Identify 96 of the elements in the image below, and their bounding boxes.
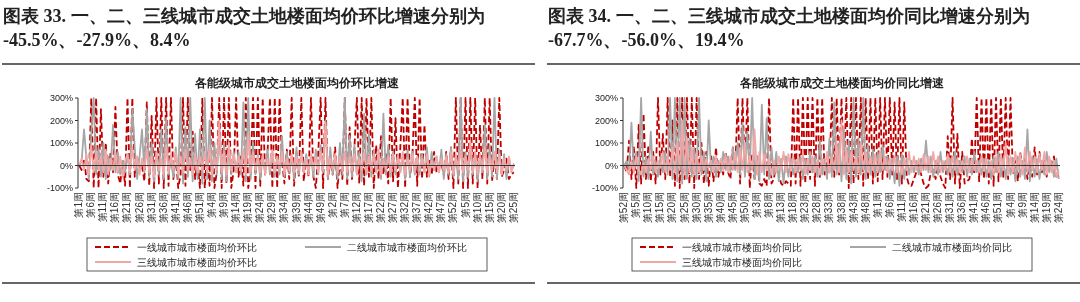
x-tick-label: 第1周 [871,192,883,218]
y-tick-label: 200% [49,115,73,126]
x-tick-label: 第15周 [654,192,666,224]
legend-label: 三线城市城市楼面均价环比 [137,257,257,268]
x-tick-label: 第52周 [447,192,459,224]
x-tick-label: 第24周 [1052,192,1064,224]
x-tick-label: 第4周 [1004,192,1016,218]
x-tick-label: 第30周 [690,192,702,224]
chart-subtitle: 各能级城市成交土地楼面均价同比增速 [738,76,944,90]
line-series [78,119,515,178]
x-tick-label: 第7周 [338,192,350,218]
x-tick-label: 第46周 [181,192,193,224]
x-tick-label: 第20周 [495,192,507,224]
y-tick-label: 200% [594,115,618,126]
x-tick-label: 第37周 [411,192,423,224]
x-tick-label: 第26周 [133,192,145,224]
x-tick-label: 第41周 [169,192,181,224]
x-tick-label: 第9周 [1016,192,1028,218]
x-tick-label: 第16周 [109,192,121,224]
legend-label: 二线城市城市楼面均价环比 [347,242,467,253]
x-tick-label: 第5周 [459,192,471,218]
x-tick-label: 第41周 [968,192,980,224]
x-tick-label: 第19周 [242,192,254,224]
legend-label: 一线城市城市楼面均价同比 [682,242,802,253]
x-tick-label: 第1周 [73,192,85,218]
x-tick-label: 第25周 [678,192,690,224]
x-tick-label: 第29周 [266,192,278,224]
x-tick-label: 第20周 [666,192,678,224]
x-tick-label: 第50周 [738,192,750,224]
y-tick-label: 100% [594,138,618,148]
x-tick-label: 第31周 [145,192,157,224]
x-tick-label: 第49周 [314,192,326,224]
x-tick-label: 第25周 [507,192,519,224]
x-tick-label: 第43周 [847,192,859,224]
x-tick-label: 第23周 [799,192,811,224]
x-tick-label: 第8周 [763,192,775,218]
x-tick-label: 第21周 [121,192,133,224]
x-tick-label: 第24周 [254,192,266,224]
x-tick-label: 第38周 [835,192,847,224]
legend-label: 一线城市城市楼面均价环比 [137,242,257,253]
x-tick-label: 第10周 [471,192,483,224]
x-tick-label: 第51周 [193,192,205,224]
x-tick-label: 第40周 [714,192,726,224]
x-tick-label: 第18周 [787,192,799,224]
x-tick-label: 第33周 [823,192,835,224]
x-tick-label: 第14周 [1028,192,1040,224]
x-tick-label: 第2周 [326,192,338,218]
legend-label: 三线城市城市楼面均价同比 [682,257,802,268]
chart-title: 图表 33. 一、二、三线城市成交土地楼面均价环比增速分别为-45.5%、-27.9%、8.4% [3,6,485,50]
x-tick-label: 第31周 [944,192,956,224]
y-tick-label: 0% [59,160,73,171]
x-tick-label: 第17周 [362,192,374,224]
x-tick-label: 第12周 [350,192,362,224]
x-tick-label: 第36周 [157,192,169,224]
y-tick-label: 300% [594,93,618,103]
x-tick-label: 第11周 [895,192,907,223]
x-tick-label: 第16周 [907,192,919,224]
x-tick-label: 第5周 [630,192,642,218]
x-tick-label: 第13周 [775,192,787,224]
y-tick-label: 0% [604,160,618,171]
y-tick-label: 100% [49,138,73,148]
y-tick-label: -100% [591,183,618,193]
x-tick-label: 第34周 [278,192,290,224]
x-tick-label: 第32周 [399,192,411,224]
x-tick-label: 第35周 [702,192,714,224]
x-tick-label: 第10周 [642,192,654,224]
x-tick-label: 第3周 [751,192,762,218]
x-tick-label: 第14周 [230,192,242,224]
y-tick-label: -100% [46,183,73,193]
x-tick-label: 第6周 [883,192,895,218]
x-tick-label: 第26周 [932,192,944,224]
x-tick-label: 第44周 [302,192,314,224]
x-tick-label: 第28周 [811,192,823,224]
legend-label: 二线城市城市楼面均价同比 [892,242,1012,253]
x-tick-label: 第19周 [1040,192,1052,224]
x-tick-label: 第48周 [859,192,871,224]
x-tick-label: 第42周 [423,192,435,224]
x-tick-label: 第36周 [956,192,968,224]
x-tick-label: 第46周 [980,192,992,224]
line-series [623,119,1060,178]
x-tick-label: 第15周 [483,192,495,224]
x-tick-label: 第39周 [290,192,302,224]
x-tick-label: 第52周 [618,192,630,224]
x-tick-label: 第22周 [375,192,386,224]
x-tick-label: 第4周 [206,192,217,218]
x-tick-label: 第11周 [97,192,109,223]
x-tick-label: 第6周 [85,192,97,218]
chart-title: 图表 34. 一、二、三线城市成交土地楼面均价同比增速分别为-67.7%、-56.0%、19.4% [548,6,1030,50]
x-tick-label: 第27周 [387,192,399,224]
y-tick-label: 300% [49,93,73,103]
x-tick-label: 第45周 [726,192,738,224]
x-tick-label: 第9周 [218,192,230,218]
chart-subtitle: 各能级城市成交土地楼面均价环比增速 [193,76,399,90]
x-tick-label: 第47周 [435,192,447,224]
x-tick-label: 第21周 [920,192,931,224]
x-tick-label: 第51周 [992,192,1004,224]
